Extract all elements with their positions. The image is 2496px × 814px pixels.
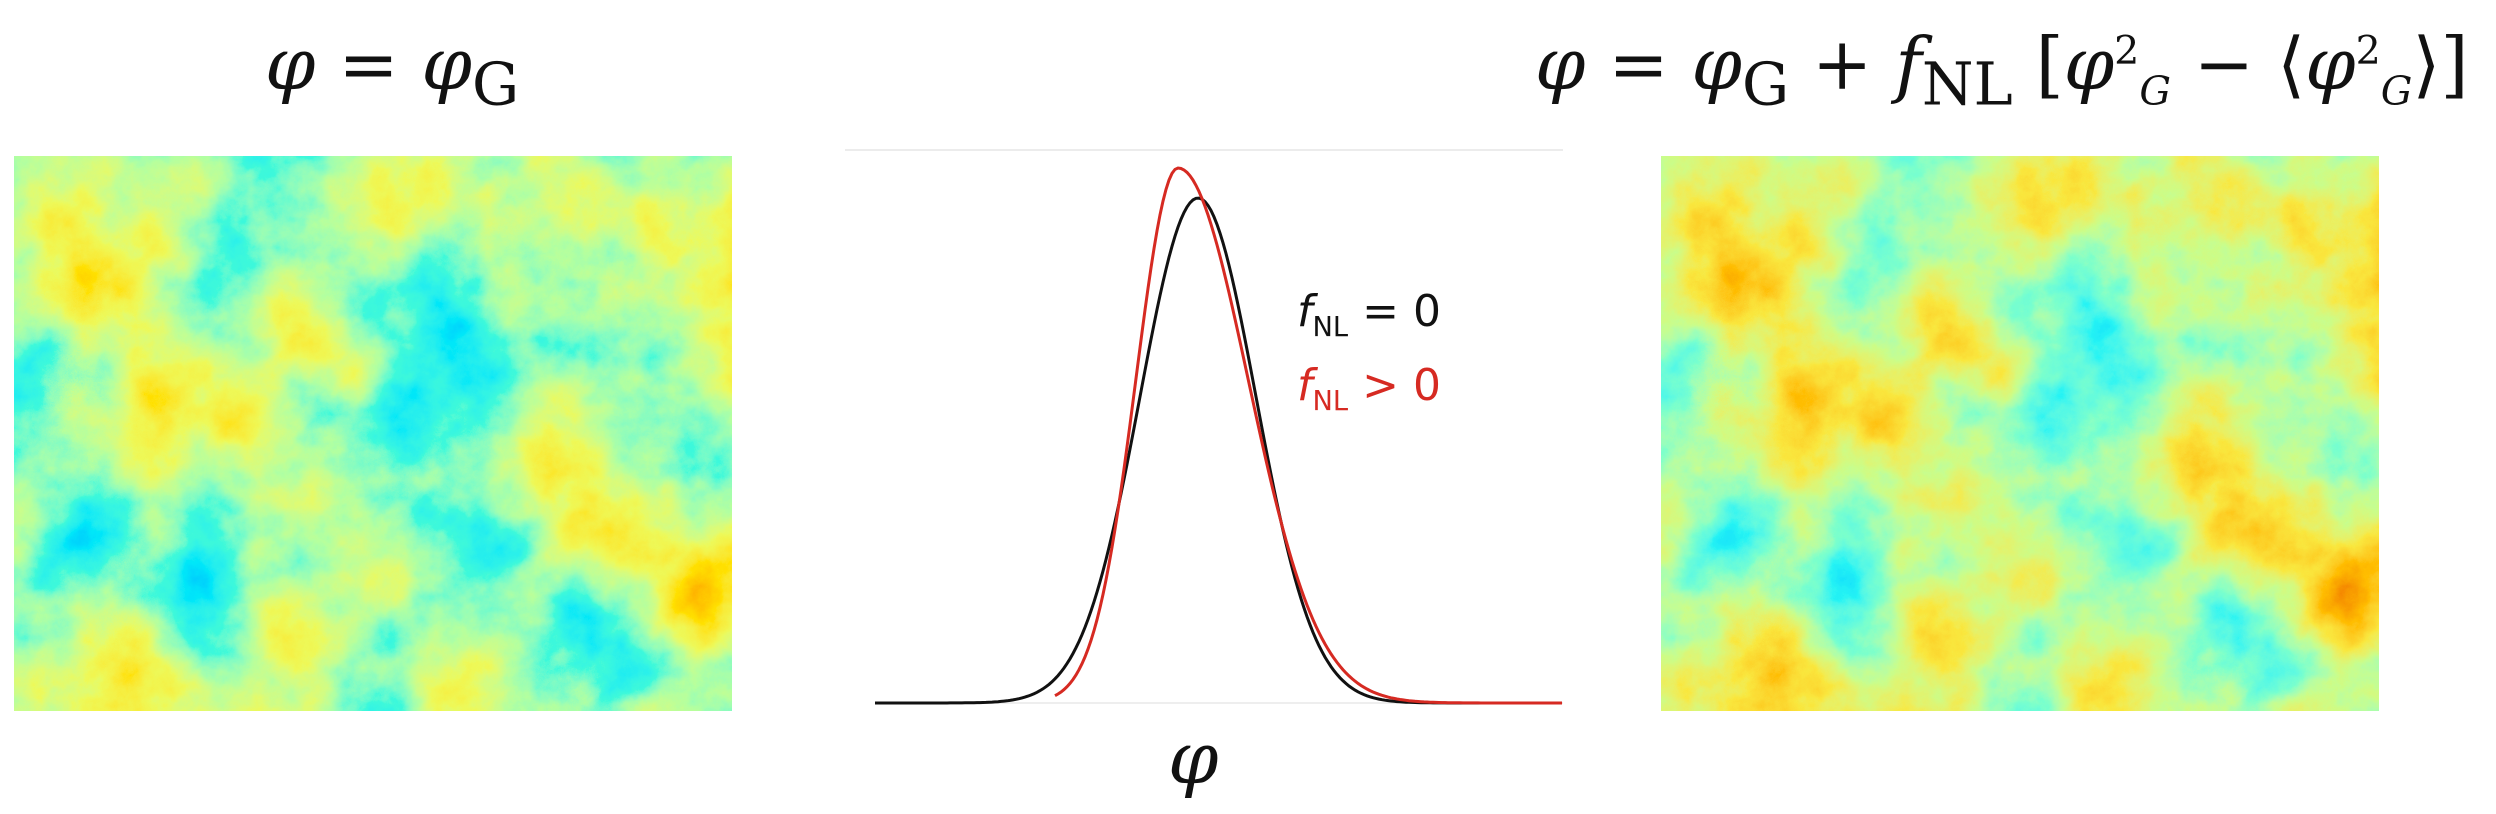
pdf-plot [845,148,1563,718]
gaussian-pdf-curve [875,196,1562,705]
legend-nongaussian: fNL > 0 [1297,360,1441,417]
gaussian-field-map [14,156,732,711]
nongaussian-field-map [1661,156,2379,711]
legend-gaussian: fNL = 0 [1297,286,1441,343]
nongaussian-formula: φ = φG + fNL [φ2G − ⟨φ2G⟩] [1535,22,2469,119]
nongaussian-pdf-curve [1054,166,1562,705]
gaussian-formula: φ = φG [265,22,520,119]
x-axis-label: φ [1168,716,1219,800]
